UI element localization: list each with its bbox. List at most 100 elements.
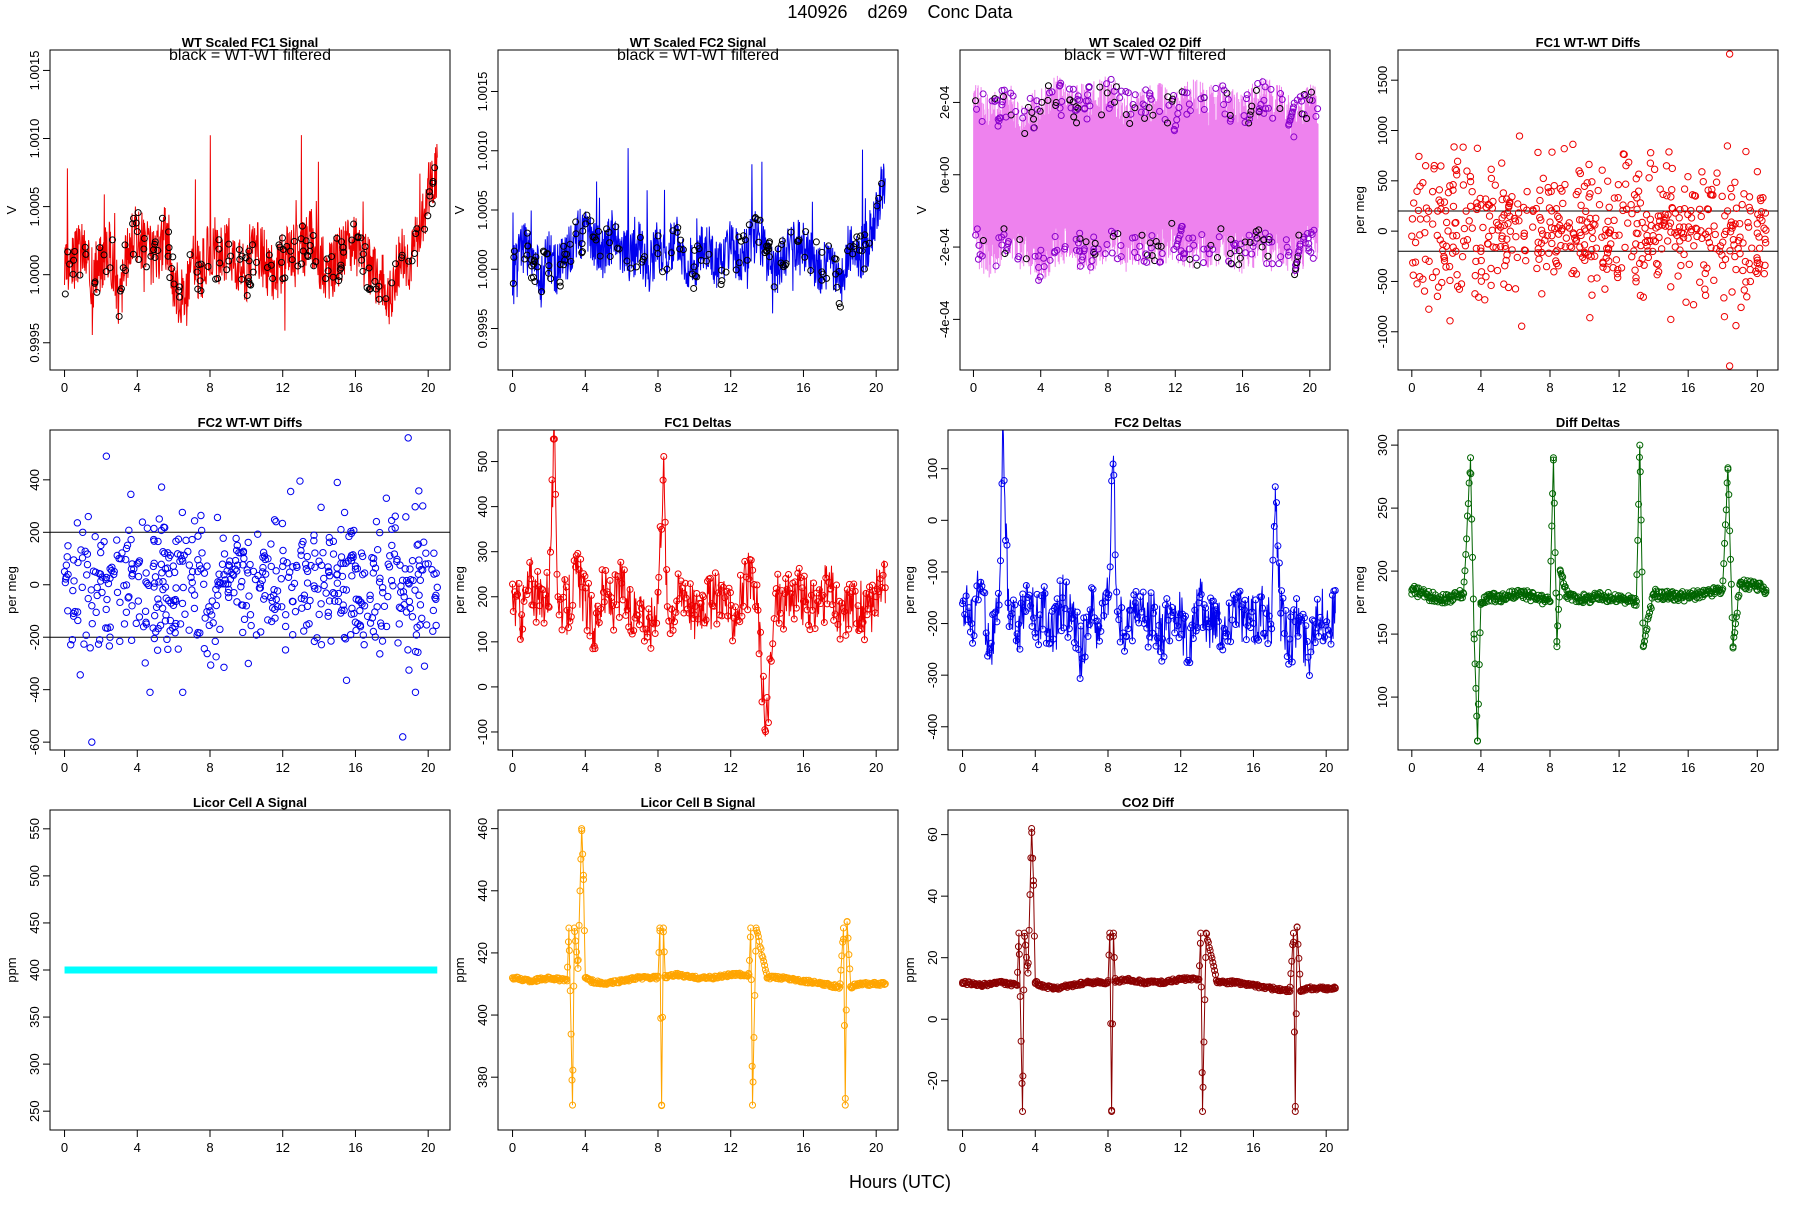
data-point — [1104, 977, 1112, 985]
filtered-point — [106, 264, 114, 272]
data-point — [1098, 111, 1106, 119]
data-point — [1002, 537, 1010, 545]
data-point — [205, 603, 213, 611]
data-point — [314, 585, 322, 593]
data-point — [1684, 234, 1692, 242]
data-point — [1186, 107, 1194, 115]
data-point — [71, 607, 79, 616]
data-point — [1175, 234, 1183, 242]
data-point — [1746, 207, 1755, 215]
data-point — [1409, 271, 1417, 279]
data-point — [1307, 248, 1315, 256]
data-point — [1472, 684, 1480, 692]
data-point — [1761, 261, 1769, 270]
data-point — [659, 476, 667, 484]
data-point — [697, 600, 705, 608]
data-point — [1019, 590, 1027, 598]
data-point — [1438, 246, 1447, 255]
data-point — [1487, 264, 1495, 273]
data-point — [270, 586, 278, 594]
data-point — [689, 972, 697, 980]
data-point — [1264, 640, 1272, 648]
data-point — [1595, 200, 1604, 209]
data-point — [1470, 635, 1478, 643]
data-point — [224, 593, 233, 602]
data-point — [1548, 148, 1556, 156]
data-point — [1462, 207, 1470, 215]
data-point — [1020, 107, 1028, 115]
data-point — [1146, 92, 1154, 100]
data-point — [520, 597, 528, 605]
data-point — [1330, 983, 1338, 991]
data-point — [376, 574, 384, 583]
data-point — [1201, 996, 1209, 1004]
data-point — [1196, 939, 1204, 947]
data-point — [762, 728, 770, 736]
data-point — [1696, 278, 1704, 286]
data-point — [1056, 104, 1064, 112]
data-point — [1240, 606, 1248, 614]
data-point — [1434, 283, 1443, 291]
data-point — [1689, 301, 1698, 309]
data-point — [297, 546, 305, 555]
x-axis-label: Hours (UTC) — [849, 1172, 951, 1192]
data-point — [1569, 229, 1577, 237]
data-point — [260, 595, 268, 603]
data-point — [402, 608, 411, 616]
data-point — [232, 546, 241, 555]
data-point — [1535, 255, 1543, 263]
data-point — [333, 478, 341, 487]
data-point — [1581, 227, 1590, 235]
data-point — [792, 604, 800, 612]
data-point — [1227, 235, 1235, 243]
data-point — [1096, 83, 1104, 91]
data-point — [634, 612, 642, 620]
data-point — [1598, 233, 1606, 241]
data-point — [747, 976, 755, 984]
data-point — [116, 598, 124, 607]
data-point — [1036, 611, 1044, 619]
data-point — [1582, 207, 1590, 216]
data-point — [414, 648, 422, 656]
data-point — [1253, 634, 1261, 642]
data-point — [1476, 629, 1484, 637]
data-point — [753, 929, 761, 937]
data-point — [1605, 203, 1613, 211]
data-point — [237, 583, 245, 591]
data-point — [281, 611, 290, 619]
data-point — [271, 605, 279, 614]
data-point — [648, 619, 656, 627]
data-point — [1685, 260, 1693, 268]
filtered-point — [306, 242, 314, 250]
data-point — [1313, 595, 1321, 603]
data-point — [1004, 238, 1012, 246]
filtered-point — [428, 200, 436, 208]
data-point — [1101, 250, 1109, 258]
data-point — [1298, 97, 1306, 105]
data-point — [1425, 587, 1433, 595]
data-point — [1744, 218, 1752, 227]
data-point — [387, 516, 396, 525]
filtered-point — [366, 285, 374, 293]
x-tick-label: 20 — [1319, 760, 1333, 775]
data-point — [281, 622, 290, 631]
data-point — [252, 631, 261, 639]
data-point — [1028, 829, 1036, 837]
data-point — [1523, 187, 1531, 196]
data-point — [745, 956, 753, 964]
x-tick-label: 4 — [134, 380, 141, 395]
y-tick-label: 60 — [925, 827, 940, 841]
data-point — [1073, 119, 1081, 127]
data-point — [1014, 620, 1022, 628]
panel-title: FC2 Deltas — [1114, 415, 1181, 430]
data-point — [1066, 96, 1074, 104]
filtered-point — [337, 264, 345, 272]
filtered-point — [249, 241, 257, 249]
filtered-point — [169, 253, 177, 261]
data-point — [1464, 500, 1472, 508]
x-tick-label: 0 — [509, 1140, 516, 1155]
data-point — [1051, 233, 1059, 241]
data-point — [749, 1101, 757, 1109]
data-point — [729, 637, 737, 645]
filtered-point — [357, 234, 365, 242]
